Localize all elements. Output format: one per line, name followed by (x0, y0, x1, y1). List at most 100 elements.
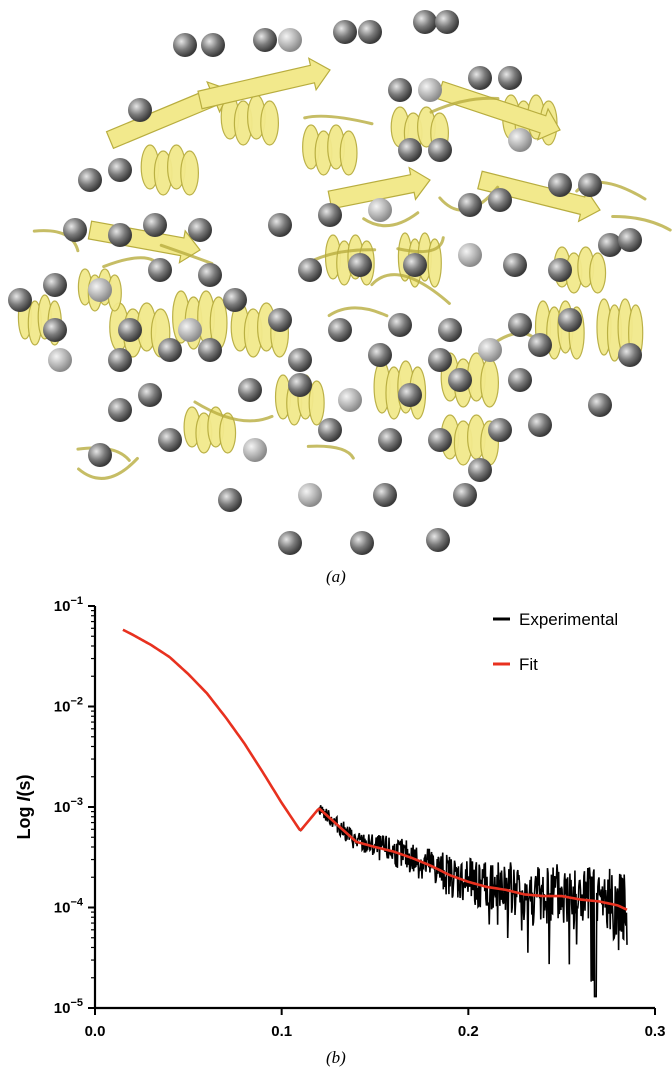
sphere-44 (118, 318, 142, 342)
loop-0 (327, 306, 389, 318)
sphere-10 (418, 78, 442, 102)
sphere-50 (508, 313, 532, 337)
sphere-8 (128, 98, 152, 122)
sphere-34 (223, 288, 247, 312)
sphere-68 (448, 368, 472, 392)
loop-2 (429, 96, 500, 114)
protein-structure-figure (8, 10, 672, 555)
sphere-72 (158, 428, 182, 452)
sphere-46 (268, 308, 292, 332)
sphere-76 (428, 428, 452, 452)
sphere-63 (138, 383, 162, 407)
loop-12 (193, 400, 274, 423)
sphere-9 (388, 78, 412, 102)
sphere-74 (318, 418, 342, 442)
sphere-36 (348, 253, 372, 277)
sphere-11 (468, 66, 492, 90)
sphere-4 (333, 20, 357, 44)
loop-7 (77, 456, 139, 480)
sphere-58 (428, 348, 452, 372)
sphere-31 (88, 278, 112, 302)
sphere-24 (368, 198, 392, 222)
sphere-55 (198, 338, 222, 362)
sphere-57 (368, 343, 392, 367)
sphere-2 (253, 28, 277, 52)
sphere-82 (453, 483, 477, 507)
sphere-52 (48, 348, 72, 372)
helix-12 (302, 124, 358, 176)
sphere-25 (458, 193, 482, 217)
sphere-85 (350, 531, 374, 555)
sheet-2 (436, 80, 561, 141)
loop-8 (396, 236, 445, 253)
legend-label-1: Fit (519, 655, 538, 674)
y-tick-label: 10−2 (54, 696, 83, 716)
y-tick-label: 10−5 (54, 997, 83, 1017)
loop-3 (370, 273, 451, 305)
sphere-78 (528, 413, 552, 437)
sphere-18 (63, 218, 87, 242)
sphere-6 (413, 10, 437, 34)
sphere-60 (528, 333, 552, 357)
sphere-83 (468, 458, 492, 482)
sphere-66 (338, 388, 362, 412)
sphere-17 (508, 128, 532, 152)
sphere-20 (143, 213, 167, 237)
helix-0 (140, 144, 200, 196)
sphere-5 (358, 20, 382, 44)
loop-10 (611, 214, 672, 232)
sphere-7 (435, 10, 459, 34)
helix-2 (172, 290, 228, 350)
helix-16 (183, 406, 237, 454)
sphere-79 (218, 488, 242, 512)
sphere-15 (398, 138, 422, 162)
sphere-42 (618, 228, 642, 252)
sphere-51 (558, 308, 582, 332)
y-tick-label: 10−3 (54, 796, 83, 816)
protein-ribbon-sphere-render (8, 10, 672, 555)
sphere-16 (428, 138, 452, 162)
sphere-70 (588, 393, 612, 417)
sphere-30 (43, 273, 67, 297)
y-axis-label: Log I(s) (14, 774, 34, 839)
sphere-23 (318, 203, 342, 227)
sphere-38 (458, 243, 482, 267)
sphere-69 (508, 368, 532, 392)
panel-a-label: (a) (326, 567, 346, 586)
sphere-62 (108, 398, 132, 422)
loop-16 (306, 444, 355, 460)
sheet-3 (477, 170, 601, 223)
sphere-22 (268, 213, 292, 237)
sphere-35 (298, 258, 322, 282)
x-tick-label: 0.3 (645, 1023, 666, 1040)
sphere-27 (548, 173, 572, 197)
x-tick-label: 0.2 (458, 1023, 479, 1040)
chart-canvas: 0.00.10.20.310−110−210−310−410−5s (Å−1)L… (14, 595, 666, 1070)
sphere-41 (598, 233, 622, 257)
sheet-5 (327, 166, 431, 210)
sphere-59 (478, 338, 502, 362)
sphere-61 (618, 343, 642, 367)
sphere-45 (178, 318, 202, 342)
chart-legend: Experimental Fit (493, 610, 618, 674)
helix-4 (274, 374, 325, 426)
sphere-3 (278, 28, 302, 52)
chart-axes: 0.00.10.20.310−110−210−310−410−5s (Å−1)L… (14, 595, 666, 1070)
sphere-37 (403, 253, 427, 277)
helix-9 (596, 298, 644, 362)
sphere-67 (398, 383, 422, 407)
sphere-53 (108, 348, 132, 372)
sphere-32 (148, 258, 172, 282)
sphere-40 (548, 258, 572, 282)
x-tick-label: 0.1 (271, 1023, 292, 1040)
sphere-39 (503, 253, 527, 277)
sphere-84 (278, 531, 302, 555)
sphere-33 (198, 263, 222, 287)
sphere-49 (438, 318, 462, 342)
x-tick-label: 0.0 (85, 1023, 106, 1040)
sphere-14 (108, 158, 132, 182)
sphere-1 (201, 33, 225, 57)
sphere-80 (298, 483, 322, 507)
sheet-1 (197, 57, 331, 110)
sphere-77 (488, 418, 512, 442)
